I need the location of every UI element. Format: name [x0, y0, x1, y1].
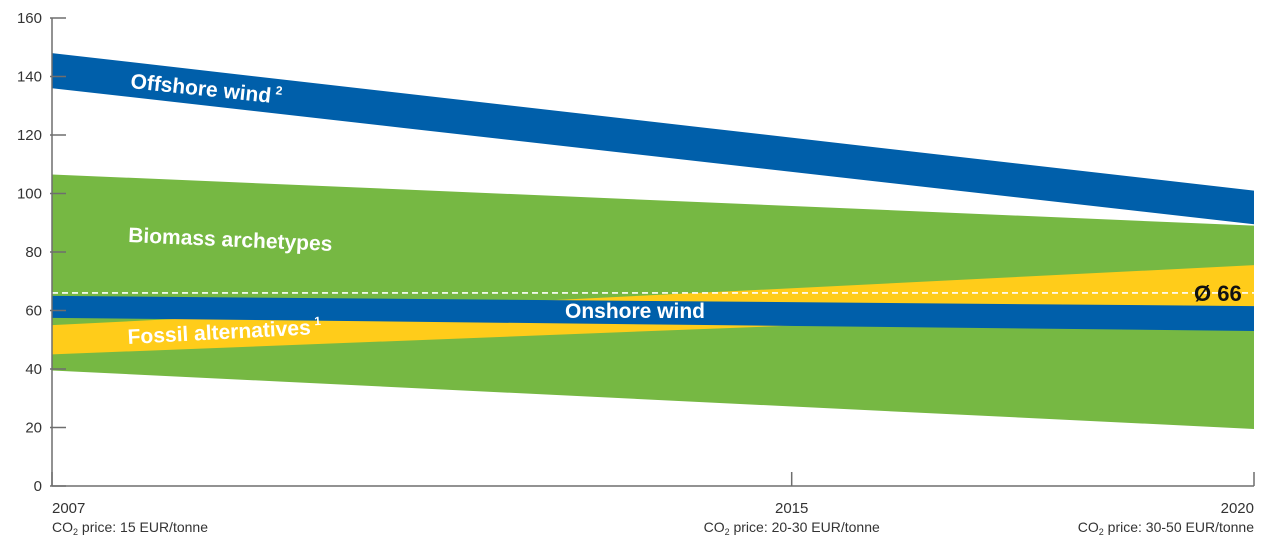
x-tick-label: 2015 [775, 500, 808, 517]
bands-layer [52, 53, 1254, 429]
x-tick-label: 2020 [1221, 500, 1254, 517]
y-tick-label: 160 [17, 10, 42, 27]
y-tick-label: 20 [25, 420, 42, 437]
y-tick-label: 120 [17, 127, 42, 144]
band-label-onshore: Onshore wind [565, 300, 705, 323]
x-ticks-layer: 2007 CO2 price: 15 EUR/tonne 2015 CO2 price… [51, 472, 1255, 537]
x-tick-label: 2007 [52, 500, 85, 517]
x-tick-sublabel: CO2 price: 20-30 EUR/tonne [704, 519, 880, 537]
y-tick-label: 140 [17, 69, 42, 86]
band-onshore [52, 295, 1254, 331]
y-tick-label: 100 [17, 186, 42, 203]
band-offshore [52, 53, 1254, 225]
y-tick-label: 80 [25, 244, 42, 261]
y-tick-label: 40 [25, 361, 42, 378]
average-label: Ø 66 [1194, 281, 1242, 306]
y-tick-label: 0 [34, 478, 42, 495]
y-tick-label: 60 [25, 303, 42, 320]
average-line-layer: Ø 66 [52, 281, 1254, 306]
x-tick-sublabel: CO2 price: 30-50 EUR/tonne [1078, 519, 1254, 537]
y-ticks-layer: 0 20 40 60 80 100 120 140 160 [17, 10, 66, 495]
x-tick-sublabel: CO2 price: 15 EUR/tonne [52, 519, 208, 537]
